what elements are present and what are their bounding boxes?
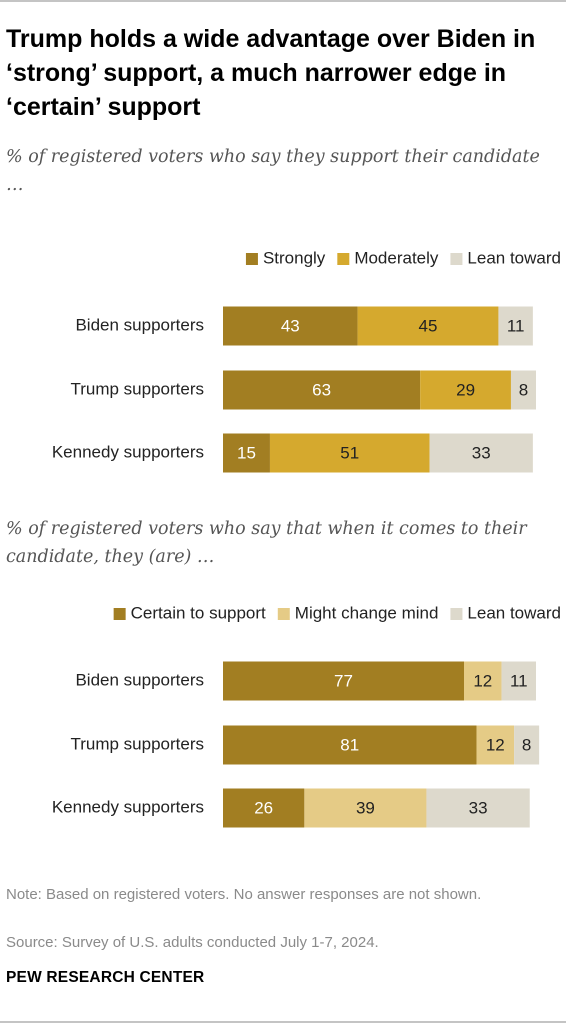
bar-kennedy-supporters-strongly <box>223 433 270 473</box>
legend-label-lean-toward: Lean toward <box>467 248 561 267</box>
category-label-biden-supporters: Biden supporters <box>75 670 204 689</box>
bar-trump-supporters-certain-to-support <box>223 725 477 765</box>
data-label-kennedy-supporters-lean-toward: 33 <box>469 798 488 817</box>
data-label-biden-supporters-lean-toward: 11 <box>510 671 528 690</box>
chart-source: Source: Survey of U.S. adults conducted … <box>6 934 379 951</box>
bar-trump-supporters-strongly <box>223 370 421 410</box>
data-label-kennedy-supporters-strongly: 15 <box>237 443 256 462</box>
stacked-bar-chart-support-strength: Lean toward Moderately Strongly Biden suppo… <box>52 248 561 473</box>
bar-kennedy-supporters-might-change-mind <box>304 788 427 828</box>
brand-wordmark: PEW RESEARCH CENTER <box>6 969 205 986</box>
data-label-trump-supporters-certain-to-support: 81 <box>340 735 359 754</box>
bottom-rule <box>0 1021 566 1023</box>
bar-biden-supporters-might-change-mind <box>464 661 502 701</box>
data-label-trump-supporters-lean-toward: 8 <box>522 735 531 754</box>
data-label-biden-supporters-moderately: 45 <box>419 316 438 335</box>
category-label-trump-supporters: Trump supporters <box>70 734 204 753</box>
bar-kennedy-supporters-certain-to-support <box>223 788 305 828</box>
bar-biden-supporters-certain-to-support <box>223 661 465 701</box>
legend-label-lean-toward: Lean toward <box>467 603 561 622</box>
data-label-trump-supporters-strongly: 63 <box>312 380 331 399</box>
category-label-trump-supporters: Trump supporters <box>70 379 204 398</box>
bar-trump-supporters-moderately <box>420 370 511 410</box>
stacked-bar-chart-support-certainty: Lean toward Might change mind Certain to s… <box>52 603 561 828</box>
bar-trump-supporters-lean-toward <box>514 725 540 765</box>
bar-trump-supporters-might-change-mind <box>476 725 515 765</box>
category-label-biden-supporters: Biden supporters <box>75 315 204 334</box>
legend-swatch-strongly <box>245 253 258 265</box>
legend-swatch-might-change-mind <box>277 608 290 620</box>
data-label-biden-supporters-lean-toward: 11 <box>507 316 525 335</box>
bar-biden-supporters-lean-toward <box>501 661 536 701</box>
legend-swatch-certain-to-support <box>113 608 126 620</box>
legend-label-moderately: Moderately <box>354 248 439 267</box>
chart-subtitle-support-strength: % of registered voters who say they supp… <box>6 147 540 195</box>
bar-kennedy-supporters-lean-toward <box>426 788 530 828</box>
bar-biden-supporters-strongly <box>223 306 358 346</box>
legend-label-might-change-mind: Might change mind <box>295 603 439 622</box>
legend-swatch-lean-toward <box>450 608 463 620</box>
data-label-kennedy-supporters-certain-to-support: 26 <box>254 798 273 817</box>
bar-biden-supporters-moderately <box>357 306 499 346</box>
chart-title: Trump holds a wide advantage over Biden … <box>6 25 536 121</box>
bar-kennedy-supporters-lean-toward <box>429 433 533 473</box>
category-label-kennedy-supporters: Kennedy supporters <box>52 442 204 461</box>
bar-kennedy-supporters-moderately <box>269 433 430 473</box>
data-label-trump-supporters-moderately: 29 <box>456 380 475 399</box>
data-label-kennedy-supporters-lean-toward: 33 <box>472 443 491 462</box>
data-label-trump-supporters-lean-toward: 8 <box>519 380 528 399</box>
legend-swatch-lean-toward <box>450 253 463 265</box>
data-label-kennedy-supporters-might-change-mind: 39 <box>356 798 375 817</box>
legend-label-certain-to-support: Certain to support <box>131 603 266 622</box>
legend-swatch-moderately <box>337 253 350 265</box>
data-label-biden-supporters-strongly: 43 <box>281 316 300 335</box>
data-label-biden-supporters-certain-to-support: 77 <box>334 671 353 690</box>
data-label-kennedy-supporters-moderately: 51 <box>340 443 359 462</box>
chart-subtitle-support-certainty: % of registered voters who say that when… <box>6 519 527 567</box>
data-label-biden-supporters-might-change-mind: 12 <box>473 671 492 690</box>
bar-biden-supporters-lean-toward <box>498 306 533 346</box>
top-rule <box>0 0 566 2</box>
legend-label-strongly: Strongly <box>263 248 326 267</box>
chart-note: Note: Based on registered voters. No ans… <box>6 886 482 903</box>
category-label-kennedy-supporters: Kennedy supporters <box>52 797 204 816</box>
data-label-trump-supporters-might-change-mind: 12 <box>486 735 505 754</box>
bar-trump-supporters-lean-toward <box>510 370 536 410</box>
